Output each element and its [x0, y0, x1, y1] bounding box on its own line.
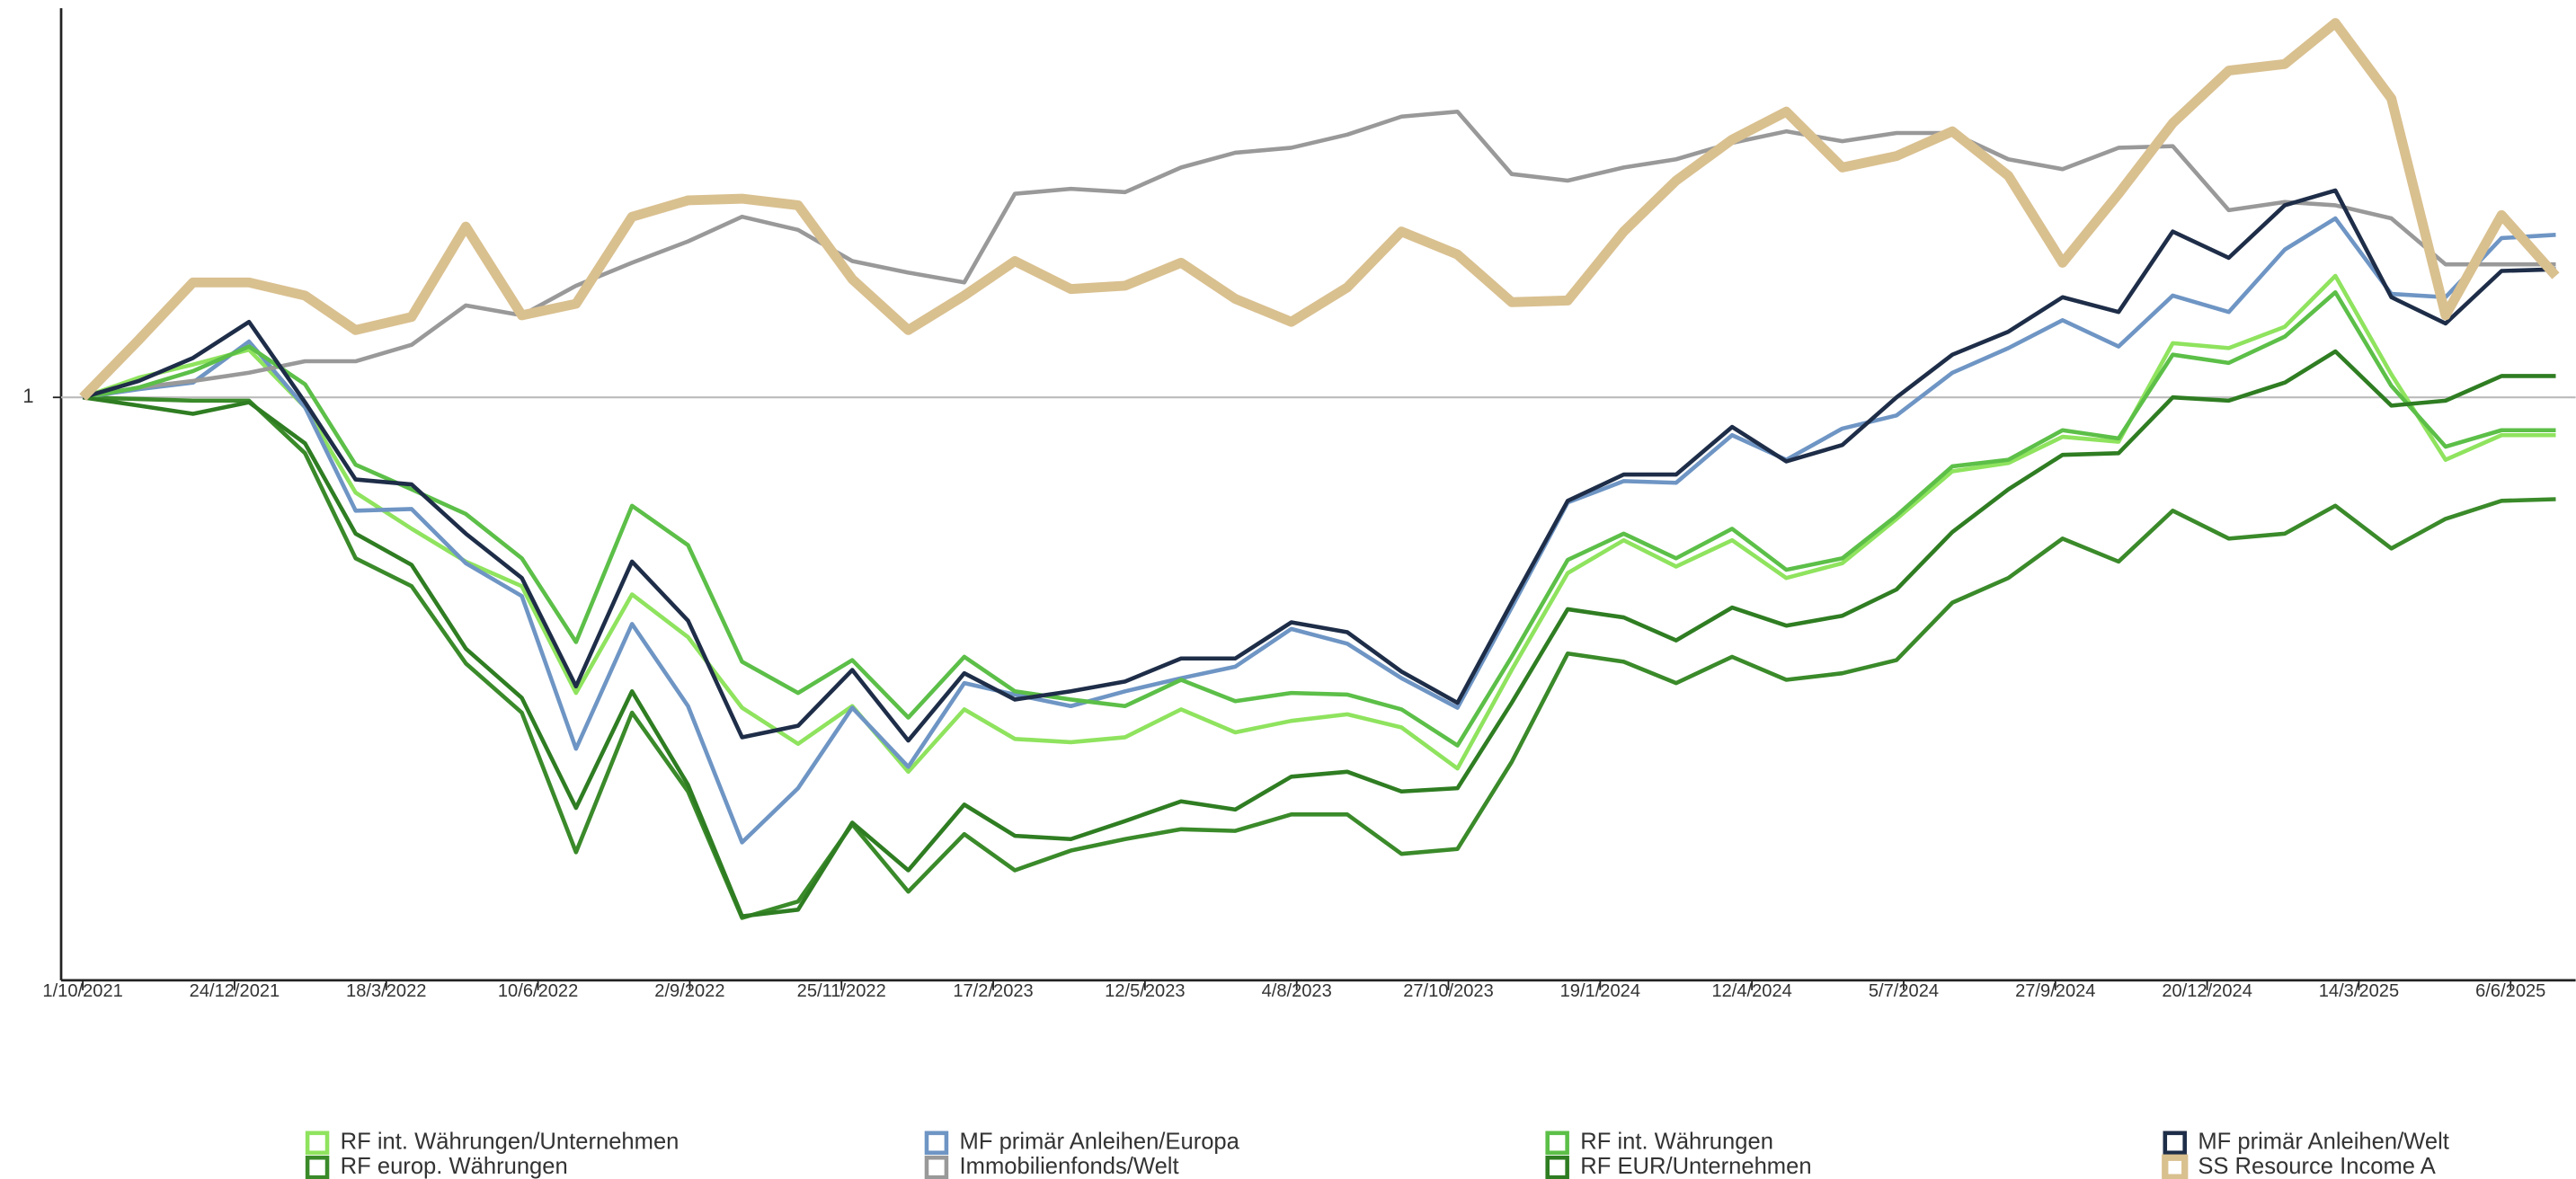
legend-marker: [1545, 1130, 1569, 1156]
x-tick-label: 12/4/2024: [1711, 981, 1791, 1001]
legend-label: Immobilienfonds/Welt: [960, 1154, 1179, 1179]
x-tick-label: 5/7/2024: [1869, 981, 1939, 1001]
y-tick-label: 1: [22, 385, 33, 407]
x-tick-label: 24/12/2021: [190, 981, 280, 1001]
legend-marker: [305, 1155, 330, 1179]
legend-marker: [1545, 1155, 1569, 1179]
x-tick-label: 17/2/2023: [953, 981, 1033, 1001]
legend-label: RF europ. Währungen: [341, 1154, 568, 1179]
series-line: [82, 188, 2556, 743]
series-line: [82, 289, 2556, 748]
legend-label: MF primär Anleihen/Europa: [960, 1130, 1240, 1155]
series-line: [82, 273, 2556, 775]
legend-label: RF EUR/Unternehmen: [1580, 1154, 1811, 1179]
x-tick-label: 2/9/2022: [654, 981, 724, 1001]
series-line: [79, 18, 2560, 402]
legend-marker: [305, 1130, 330, 1156]
series-line: [83, 394, 2556, 920]
legend-label: SS Resource Income A: [2198, 1154, 2436, 1179]
legend-marker: [2163, 1130, 2187, 1156]
legend-label: RF int. Währungen: [1580, 1130, 1773, 1155]
x-tick-label: 20/12/2024: [2162, 981, 2252, 1001]
series-line: [82, 216, 2556, 845]
legend-marker: [924, 1130, 949, 1156]
x-tick-label: 27/9/2024: [2015, 981, 2095, 1001]
x-tick-label: 19/1/2024: [1560, 981, 1640, 1001]
legend-marker: [924, 1155, 949, 1179]
x-tick-label: 10/6/2022: [498, 981, 578, 1001]
legend-marker: [2162, 1154, 2189, 1179]
series-line: [82, 109, 2556, 400]
x-tick-label: 27/10/2023: [1403, 981, 1494, 1001]
series-line: [82, 349, 2556, 918]
x-tick-label: 14/3/2025: [2319, 981, 2399, 1001]
x-tick-label: 12/5/2023: [1105, 981, 1185, 1001]
legend-label: RF int. Währungen/Unternehmen: [341, 1130, 680, 1155]
x-tick-label: 18/3/2022: [346, 981, 426, 1001]
x-tick-label: 25/11/2022: [797, 981, 886, 1001]
legend-label: MF primär Anleihen/Welt: [2198, 1130, 2449, 1155]
x-tick-label: 6/6/2025: [2475, 981, 2545, 1001]
x-tick-label: 4/8/2023: [1262, 981, 1332, 1001]
x-tick-label: 1/10/2021: [42, 981, 122, 1001]
